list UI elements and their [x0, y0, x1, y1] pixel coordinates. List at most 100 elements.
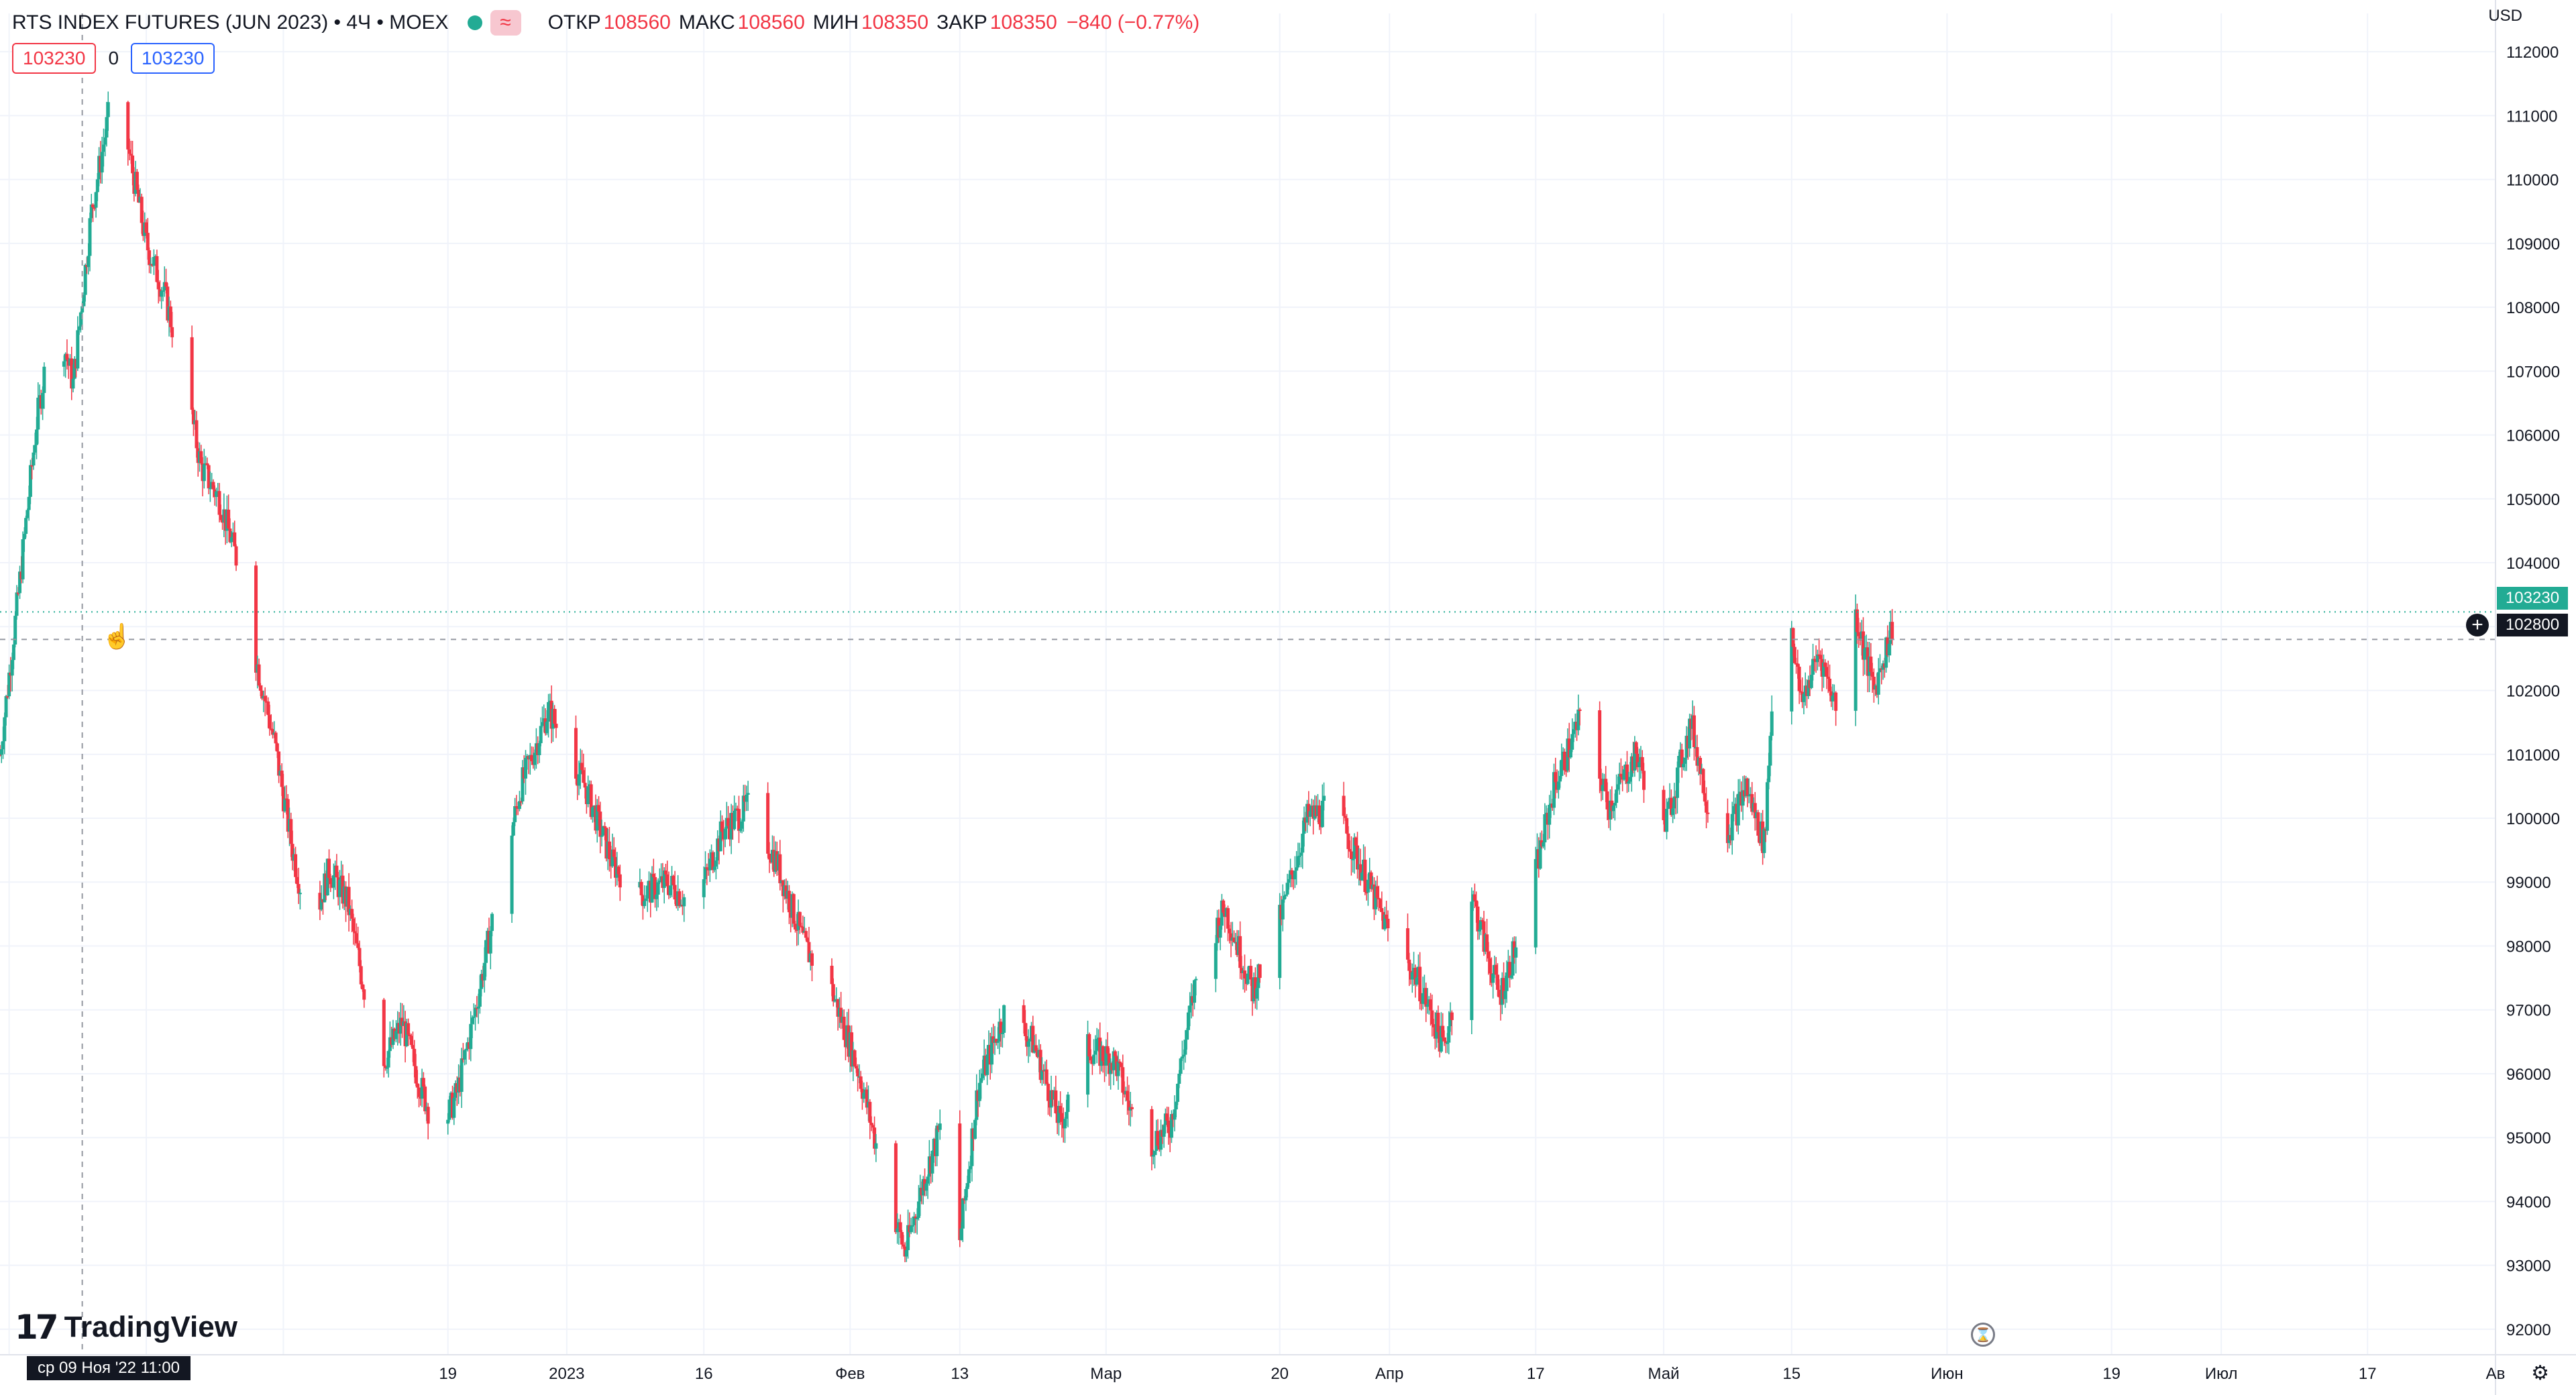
candle-body: [1242, 970, 1246, 979]
tradingview-logo[interactable]: 17 TradingView: [15, 1308, 237, 1347]
candle-body: [417, 1087, 421, 1097]
candle-body: [1628, 777, 1632, 782]
candle-body: [359, 966, 363, 985]
candle-body: [1281, 899, 1285, 919]
candle-body: [1863, 648, 1867, 660]
candle-body: [639, 881, 643, 895]
time-axis[interactable]: 19 2023 16 Фев 13 Мар 20 Апр 17 Май 15 Июн 19 Июл 17 Ав: [0, 1354, 2576, 1383]
buy-button[interactable]: 103230: [131, 43, 215, 74]
candle-body: [286, 799, 290, 832]
candle-body: [463, 1050, 467, 1060]
candle-body: [727, 818, 731, 826]
candle-body: [1578, 709, 1582, 711]
candle-body: [280, 770, 284, 787]
candle-body: [1572, 729, 1576, 734]
candle-body: [484, 940, 488, 963]
candle-body: [106, 102, 110, 117]
delay-badge[interactable]: ≈: [490, 10, 521, 36]
candle-body: [662, 870, 666, 888]
time-tick-label: Май: [1648, 1365, 1679, 1383]
market-status-icon[interactable]: [467, 15, 482, 30]
candle-body: [1488, 958, 1492, 974]
candle-body: [1503, 991, 1507, 999]
candle-body: [1831, 695, 1835, 702]
sell-button[interactable]: 103230: [12, 43, 97, 74]
logo-text: TradingView: [64, 1310, 237, 1343]
candle-body: [1487, 952, 1491, 959]
candle-body: [583, 783, 587, 788]
candle-body: [1299, 852, 1303, 856]
candle-body: [152, 257, 156, 266]
plus-circle-icon[interactable]: +: [2466, 614, 2489, 636]
candle-body: [408, 1034, 412, 1036]
candle-body: [207, 465, 211, 489]
candle-body: [965, 1183, 969, 1189]
hourglass-icon[interactable]: ⌛: [1971, 1323, 1995, 1347]
candle-body: [94, 192, 98, 208]
candle-body: [446, 1119, 450, 1124]
candle-body: [1258, 964, 1262, 979]
candle-body: [1796, 663, 1800, 667]
candle-body: [482, 962, 486, 981]
price-axis[interactable]: 92000 93000 94000 95000 96000 97000 98000 99000…: [2495, 0, 2560, 1395]
candle-body: [916, 1201, 920, 1218]
candle-body: [1505, 972, 1509, 991]
candle-body: [277, 751, 281, 776]
candle-body: [896, 1228, 900, 1233]
candle-body: [806, 938, 810, 942]
candle-body: [472, 1016, 476, 1018]
open-label: ОТКР: [547, 11, 601, 34]
candle-body: [1481, 919, 1485, 922]
spread-value: 0: [108, 48, 119, 68]
candle-body: [7, 672, 11, 697]
candle-body: [1351, 858, 1355, 860]
candle-body: [1599, 779, 1603, 791]
candle-body: [1185, 1029, 1189, 1040]
candle-body: [900, 1231, 904, 1245]
candle-body: [1441, 1025, 1445, 1038]
candle-body: [166, 286, 170, 321]
candle-body: [24, 518, 28, 535]
candle-body: [1253, 977, 1257, 999]
candle-body: [657, 880, 661, 883]
candle-body: [1025, 1036, 1029, 1047]
candle-body: [1152, 1151, 1157, 1156]
candle-body: [1854, 609, 1858, 711]
candle-body: [426, 1107, 430, 1124]
candle-body: [4, 695, 8, 718]
candle-body: [407, 1023, 411, 1035]
candle-body: [160, 290, 164, 297]
candle-body: [839, 1007, 843, 1023]
symbol-title[interactable]: RTS INDEX FUTURES (JUN 2023) • 4Ч • MOEX: [12, 11, 449, 34]
candle-body: [1356, 845, 1360, 870]
candle-body: [191, 409, 195, 425]
candle-body: [1703, 793, 1707, 802]
candle-body: [1177, 1074, 1181, 1084]
candle-body: [91, 204, 95, 208]
candle-body: [1677, 755, 1681, 768]
candle-body: [793, 924, 797, 930]
candle-body: [869, 1123, 873, 1125]
candle-body: [1617, 773, 1621, 785]
time-tick-label: 15: [1782, 1365, 1801, 1383]
gear-icon[interactable]: ⚙: [2531, 1362, 2549, 1384]
currency-selector[interactable]: USD: [2488, 7, 2522, 25]
candle-body: [361, 984, 365, 990]
candle-body: [257, 664, 261, 686]
candle-body: [1174, 1101, 1178, 1110]
candle-body: [319, 899, 323, 910]
candle-body: [801, 926, 805, 933]
candle-body: [586, 786, 590, 804]
candle-body: [137, 190, 141, 203]
candle-body: [21, 539, 25, 579]
candle-body: [1278, 905, 1282, 979]
candle-body: [1424, 988, 1428, 1007]
candle-body: [62, 361, 66, 367]
candle-body: [93, 207, 97, 209]
candle-body: [723, 828, 727, 840]
candle-body: [347, 887, 351, 915]
candle-body: [521, 767, 525, 801]
symbol-legend: RTS INDEX FUTURES (JUN 2023) • 4Ч • MOEX…: [12, 7, 1199, 39]
candle-body: [1479, 919, 1483, 930]
